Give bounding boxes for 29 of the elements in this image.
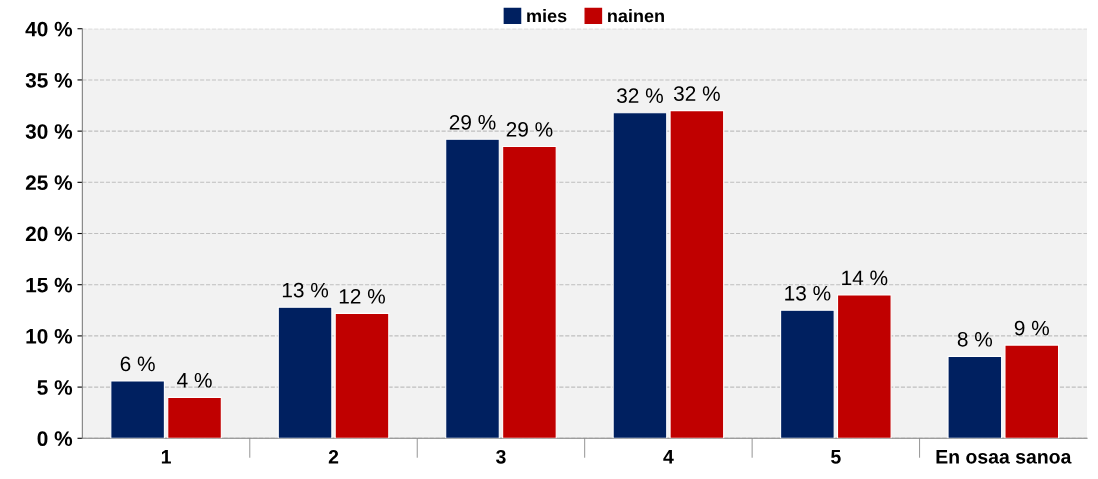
data-label: 6 % <box>120 356 155 372</box>
legend-label: nainen <box>608 9 664 23</box>
data-label: 32 % <box>673 86 720 101</box>
y-tick-label: 10 % <box>26 328 73 344</box>
y-tick-label: 15 % <box>26 277 73 293</box>
data-label: 13 % <box>785 285 831 301</box>
y-tick-label: 0 % <box>37 431 73 447</box>
data-label: 29 % <box>449 114 496 130</box>
y-tick-label: 20 % <box>25 226 73 242</box>
x-tick-label: 5 <box>831 450 841 464</box>
y-tick-label: 40 % <box>25 21 73 37</box>
data-label: 14 % <box>842 270 888 286</box>
data-label: 8 % <box>957 331 993 347</box>
data-label: 4 % <box>177 373 212 388</box>
data-label: 32 % <box>616 88 663 104</box>
y-tick-label: 5 % <box>37 380 73 395</box>
data-label: 12 % <box>339 288 385 304</box>
legend-label: mies <box>527 9 567 23</box>
x-tick-label: 4 <box>663 450 674 464</box>
x-tick-label: 2 <box>328 449 339 464</box>
y-tick-label: 35 % <box>25 72 73 88</box>
x-tick-label: En osaa sanoa <box>936 450 1072 464</box>
x-tick-label: 3 <box>496 449 506 464</box>
y-tick-label: 30 % <box>25 124 73 139</box>
data-label: 29 % <box>506 122 553 137</box>
x-tick-label: 1 <box>161 450 171 464</box>
y-tick-label: 25 % <box>25 175 73 191</box>
data-label: 9 % <box>1014 320 1049 336</box>
data-label: 13 % <box>282 282 329 298</box>
